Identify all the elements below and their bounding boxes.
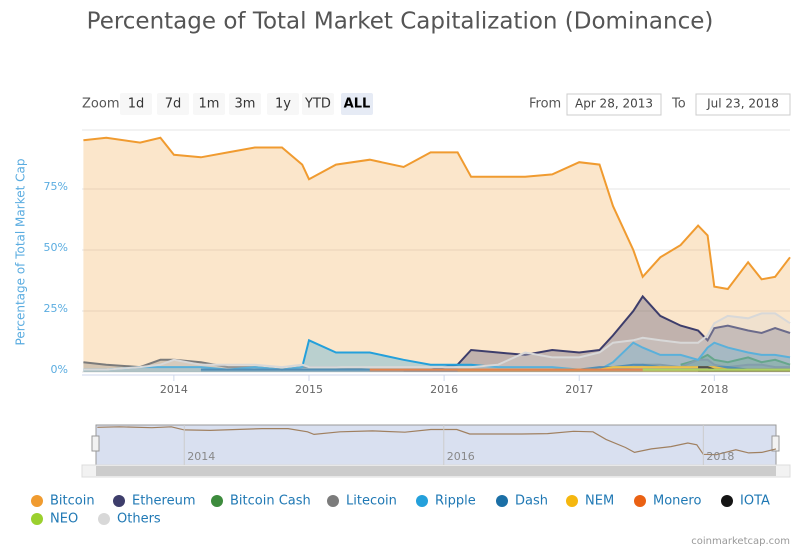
scrollbar-thumb[interactable] [96,466,776,476]
range-to-value[interactable]: Jul 23, 2018 [706,97,779,111]
series-line [403,294,791,371]
legend-marker[interactable] [31,513,43,525]
legend-label[interactable]: Ethereum [132,494,196,509]
navigator-tick-label: 2014 [187,450,215,463]
navigator-tick-label: 2016 [447,450,475,463]
range-to-input[interactable] [695,93,791,116]
series-line [83,136,791,291]
legend-label[interactable]: Bitcoin Cash [230,494,311,509]
zoom-button-label[interactable]: 1d [128,97,145,112]
zoom-button[interactable] [302,93,334,115]
legend-label[interactable]: Litecoin [346,494,397,509]
series-area [83,340,790,372]
legend-marker[interactable] [327,495,339,507]
legend-marker[interactable] [113,495,125,507]
legend-marker[interactable] [721,495,733,507]
chart-title: Percentage of Total Market Capitalizatio… [87,9,714,35]
legend-marker[interactable] [31,495,43,507]
zoom-label: Zoom [82,97,119,112]
legend-label[interactable]: Bitcoin [50,494,95,509]
zoom-button[interactable] [267,93,299,115]
legend-label[interactable]: NEM [585,494,614,509]
zoom-button-label[interactable]: 1y [275,97,291,112]
zoom-button[interactable] [341,93,373,115]
legend-label[interactable]: IOTA [740,494,770,509]
navigator-tick-label: 2018 [706,450,734,463]
y-tick-label: 50% [44,241,68,254]
zoom-button[interactable] [120,93,152,115]
legend-marker[interactable] [496,495,508,507]
x-tick-label: 2015 [295,383,323,396]
series-area [83,137,790,372]
legend-marker[interactable] [634,495,646,507]
legend-label[interactable]: Ripple [435,494,476,509]
zoom-button-label[interactable]: 1m [199,97,220,112]
zoom-button[interactable] [229,93,261,115]
range-to-label: To [671,97,686,112]
zoom-button-label[interactable]: ALL [344,97,371,112]
y-tick-label: 75% [44,180,68,193]
x-tick-label: 2017 [565,383,593,396]
zoom-button-label[interactable]: YTD [304,97,331,112]
zoom-button-label[interactable]: 3m [235,97,256,112]
navigator-handle[interactable] [771,435,780,452]
legend-marker[interactable] [211,495,223,507]
navigator-line [97,426,777,456]
range-from-value[interactable]: Apr 28, 2013 [575,97,653,111]
range-from-label: From [529,97,561,112]
legend-label[interactable]: Dash [515,494,548,509]
range-from-input[interactable] [566,93,662,116]
x-tick-label: 2016 [430,383,458,396]
legend-label[interactable]: NEO [50,512,78,527]
series-area [83,313,790,372]
zoom-button[interactable] [193,93,225,115]
series-area [698,367,790,372]
navigator-handle[interactable] [91,435,100,452]
legend-marker[interactable] [566,495,578,507]
x-tick-label: 2018 [700,383,728,396]
zoom-button[interactable] [157,93,189,115]
credit[interactable]: coinmarketcap.com [691,536,790,547]
y-tick-label: 0% [51,363,68,376]
legend-label[interactable]: Monero [653,494,701,509]
legend-label[interactable]: Others [117,512,161,527]
x-tick-label: 2014 [160,383,188,396]
legend-marker[interactable] [416,495,428,507]
zoom-button-label[interactable]: 7d [165,97,182,112]
y-tick-label: 25% [44,302,68,315]
series-line [83,312,791,371]
y-axis-title: Percentage of Total Market Cap [14,159,28,346]
legend-marker[interactable] [98,513,110,525]
series-line [680,353,791,366]
